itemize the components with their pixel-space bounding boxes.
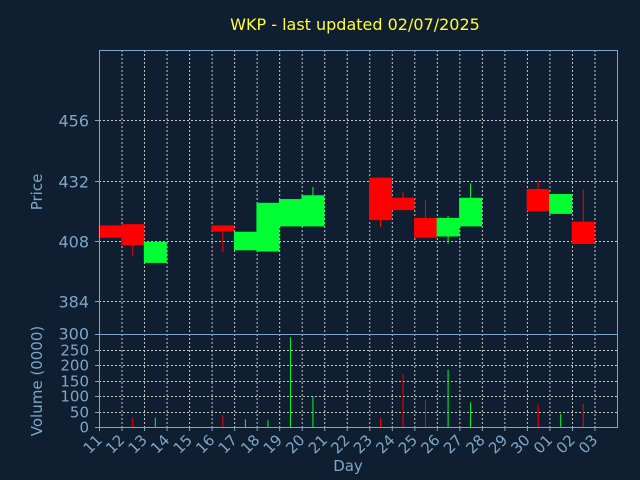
candle-body (278, 199, 302, 227)
candle-body (571, 221, 595, 245)
candle-body (436, 217, 460, 237)
candle-body (549, 194, 573, 214)
price-candles (98, 177, 595, 263)
day-axis-ticks: 1112131415161718192021222324252627282930… (80, 427, 601, 457)
price-tick-label: 456 (58, 112, 89, 131)
volume-panel-grid (99, 334, 618, 427)
volume-tick-label: 150 (60, 373, 89, 391)
price-axis-label: Price (28, 174, 46, 211)
candle-body (256, 202, 280, 252)
volume-tick-label: 250 (60, 342, 89, 360)
candle-body (211, 225, 235, 232)
volume-tick-label: 300 (58, 325, 89, 344)
candle-body (233, 231, 257, 251)
chart-title: WKP - last updated 02/07/2025 (230, 15, 480, 34)
price-axis-ticks: 384 408 432 456 (58, 112, 99, 312)
candle-body (143, 241, 167, 263)
candle-body (301, 195, 325, 227)
candle-body (369, 177, 393, 221)
volume-tick-label: 0 (79, 419, 89, 437)
candle-body (121, 224, 145, 246)
price-tick-label: 432 (58, 173, 89, 192)
volume-bars (132, 337, 584, 427)
candle-body (526, 188, 550, 212)
day-axis-label: Day (333, 457, 363, 475)
volume-axis-label: Volume (0000) (28, 326, 46, 436)
volume-tick-label: 50 (70, 404, 89, 422)
volume-panel-frame (99, 334, 618, 428)
volume-tick-label: 200 (60, 357, 89, 375)
candle-body (98, 225, 122, 238)
day-tick-label: 03 (575, 431, 601, 457)
panel-frames (99, 50, 618, 428)
candle-body (414, 217, 438, 238)
price-tick-label: 384 (58, 293, 89, 312)
price-tick-label: 408 (58, 233, 89, 252)
volume-tick-label: 100 (60, 388, 89, 406)
price-panel-grid (99, 50, 618, 334)
candle-body (459, 197, 483, 227)
candle-body (391, 197, 415, 211)
